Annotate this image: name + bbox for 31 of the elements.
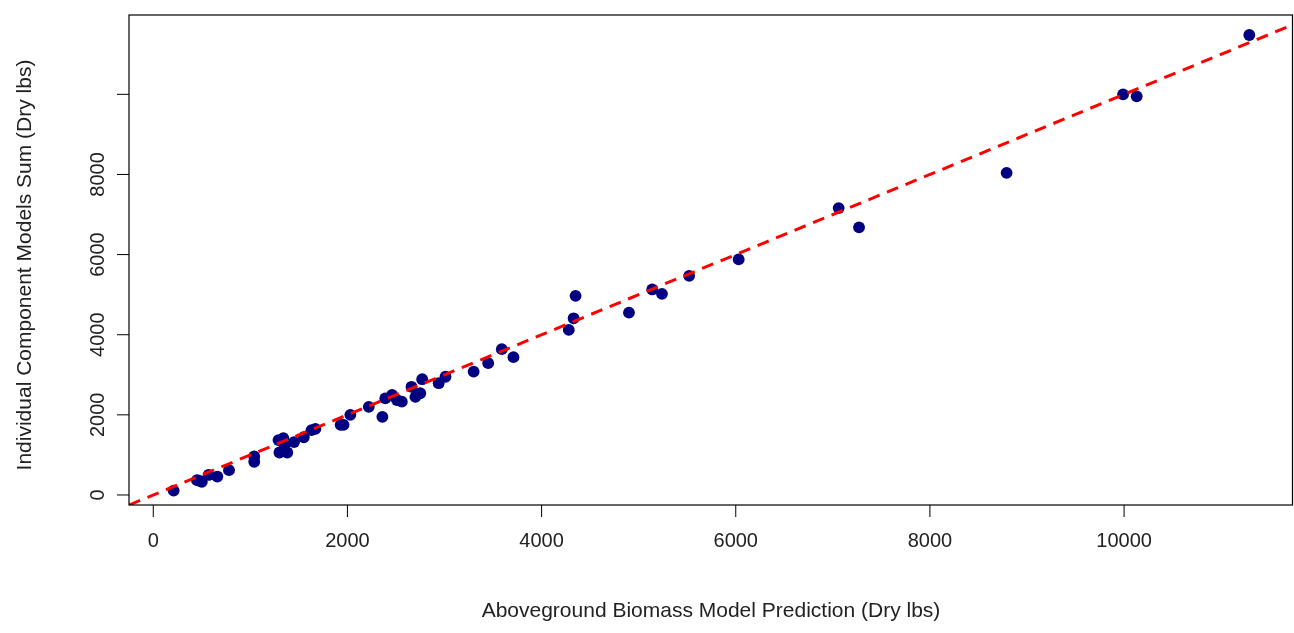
y-tick-label: 4000: [86, 312, 108, 357]
x-tick-label: 10000: [1096, 529, 1152, 551]
x-axis-title: Aboveground Biomass Model Prediction (Dry lbs): [481, 598, 941, 621]
point: [288, 436, 300, 448]
point: [414, 387, 427, 400]
point: [853, 221, 865, 234]
point: [656, 287, 668, 300]
point: [467, 365, 480, 378]
y-axis-title: Individual Component Models Sum (Dry lbs): [12, 59, 35, 471]
point: [223, 464, 235, 477]
x-tick-label: 2000: [325, 529, 370, 551]
x-tick-label: 8000: [907, 529, 953, 551]
point: [507, 351, 520, 364]
x-tick-label: 4000: [519, 529, 564, 551]
y-tick-label: 8000: [86, 152, 108, 197]
point: [211, 470, 224, 483]
y-tick-label: 6000: [86, 232, 108, 277]
point: [416, 373, 429, 386]
point: [1130, 90, 1143, 103]
point: [1000, 166, 1013, 179]
point: [1243, 29, 1256, 41]
x-tick-label: 6000: [713, 529, 759, 551]
point: [376, 410, 389, 423]
point: [623, 306, 635, 319]
point: [569, 289, 582, 302]
point: [482, 357, 495, 370]
y-tick-label: 0: [86, 489, 108, 501]
y-tick-label: 2000: [86, 392, 108, 438]
point: [562, 324, 575, 336]
point: [732, 253, 745, 266]
x-tick-label: 0: [147, 529, 159, 551]
